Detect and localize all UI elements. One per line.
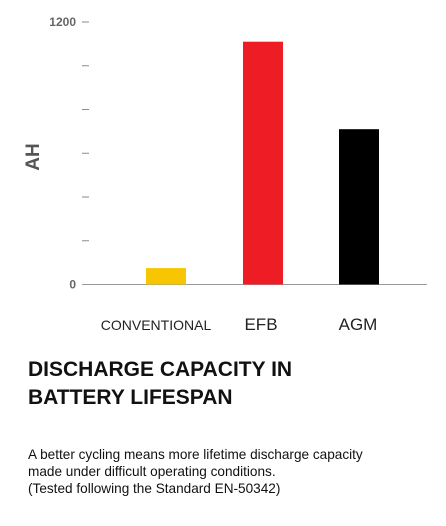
- description-line-1: A better cycling means more lifetime dis…: [28, 447, 363, 462]
- y-axis: 0 1200: [49, 15, 89, 292]
- description-line-2: made under difficult operating condition…: [28, 464, 276, 479]
- description: A better cycling means more lifetime dis…: [28, 446, 428, 497]
- bar-efb: [243, 41, 283, 285]
- description-line-3: (Tested following the Standard EN-50342): [28, 481, 281, 496]
- bar-agm: [339, 129, 379, 285]
- y-tick-label: 1200: [49, 15, 76, 29]
- category-label-agm: AGM: [339, 315, 378, 334]
- y-axis-label: AH: [23, 143, 44, 170]
- chart-heading: DISCHARGE CAPACITY IN BATTERY LIFESPAN: [28, 356, 358, 412]
- heading-line-1: DISCHARGE CAPACITY IN: [28, 358, 293, 381]
- heading-line-2: BATTERY LIFESPAN: [28, 386, 233, 409]
- x-axis-labels: CONVENTIONAL EFB AGM: [101, 315, 378, 334]
- category-label-conventional: CONVENTIONAL: [101, 317, 212, 333]
- category-label-efb: EFB: [244, 315, 277, 334]
- y-tick-label: 0: [69, 278, 76, 292]
- bar-chart: AH 0 1200 CONVENTIONAL EFB AGM: [23, 15, 427, 334]
- bars: [146, 41, 379, 285]
- bar-conventional: [146, 268, 186, 285]
